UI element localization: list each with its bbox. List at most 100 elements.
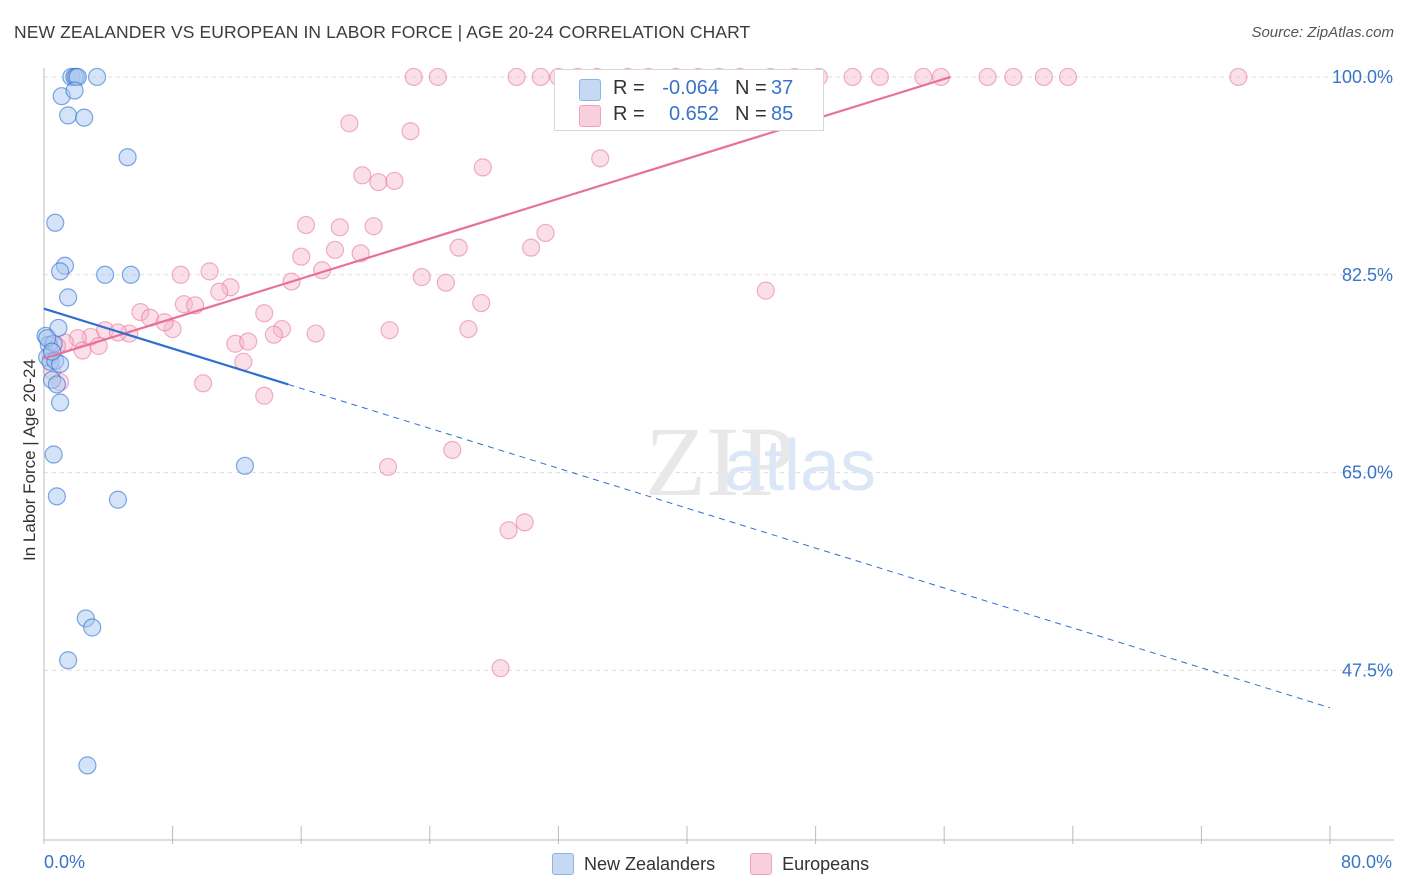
new-zealanders-point [59, 106, 78, 125]
europeans-point [515, 513, 534, 532]
europeans-point [296, 215, 316, 235]
europeans-point [756, 281, 775, 300]
new-zealanders-trend-extension [288, 383, 1331, 709]
europeans-point [843, 67, 862, 87]
blue-swatch [552, 853, 574, 875]
europeans-point [194, 374, 213, 393]
new-zealanders-point [44, 445, 63, 464]
new-zealanders-point [121, 265, 140, 284]
new-zealanders-point [50, 393, 70, 412]
europeans-point [200, 262, 219, 281]
y-tick-label: 65.0% [1342, 463, 1393, 483]
europeans-point [1034, 67, 1053, 87]
europeans-point [531, 67, 550, 87]
series-legend: New Zealanders Europeans [552, 851, 899, 877]
r-label: R = [613, 103, 645, 125]
new-zealanders-point [75, 108, 94, 127]
europeans-point [473, 158, 492, 177]
europeans-point [364, 217, 383, 236]
europeans-point [459, 319, 478, 339]
watermark-text-suffix: atlas [724, 426, 876, 506]
new-zealanders-point [108, 490, 128, 509]
new-zealanders-point [118, 148, 137, 167]
n-label: N = [735, 103, 767, 125]
europeans-point [292, 247, 311, 266]
europeans-point [330, 218, 349, 237]
europeans-point [428, 67, 447, 87]
europeans-point [340, 114, 359, 133]
europeans-point [325, 240, 345, 260]
europeans-point [255, 304, 274, 323]
europeans-point [210, 282, 229, 301]
europeans-point [1058, 67, 1078, 87]
x-tick-label-max: 80.0% [1340, 852, 1392, 872]
europeans-point [239, 332, 258, 351]
y-tick-label: 100.0% [1332, 67, 1393, 87]
pink-swatch [750, 853, 773, 875]
r-value: -0.064 [662, 77, 719, 99]
watermark-text: ZIP [645, 406, 795, 517]
n-value: 37 [771, 77, 794, 99]
legend-row-europeans: R = 0.652 N = 85 [555, 102, 823, 128]
y-tick-labels: 47.5% 65.0% 82.5% 100.0% [1332, 67, 1393, 680]
new-zealanders-point [47, 375, 66, 394]
grid-lines [44, 76, 1394, 671]
new-zealanders-point [78, 756, 97, 775]
europeans-point [264, 325, 283, 344]
source-label: Source: ZipAtlas.com [1251, 24, 1394, 41]
europeans-point [536, 223, 555, 243]
europeans-point [449, 238, 468, 257]
europeans-point [412, 267, 431, 287]
x-tick-label-min: 0.0% [44, 852, 86, 872]
europeans-point [369, 172, 388, 192]
legend-item-europeans[interactable]: Europeans [750, 851, 869, 877]
new-zealanders-point [46, 213, 65, 232]
europeans-point [378, 457, 398, 477]
legend-item-new-zealanders[interactable]: New Zealanders [552, 851, 715, 877]
europeans-point [870, 67, 890, 87]
europeans-point [436, 273, 455, 292]
europeans-point [353, 166, 372, 185]
europeans-point [491, 659, 510, 678]
legend-label: Europeans [782, 854, 870, 874]
trend-lines [43, 75, 1331, 709]
europeans-point [499, 521, 518, 540]
europeans-point [1004, 67, 1023, 87]
legend-label: New Zealanders [584, 854, 716, 874]
new-zealanders-point [87, 67, 107, 87]
data-points [36, 67, 1248, 775]
legend-row-new-zealanders: R = -0.064 N = 37 [555, 76, 823, 102]
europeans-point [171, 265, 190, 284]
new-zealanders-point [50, 262, 70, 281]
europeans-point [221, 278, 240, 297]
n-value: 85 [771, 103, 794, 125]
r-label: R = [613, 77, 645, 99]
europeans-point [306, 324, 325, 343]
r-value: 0.652 [668, 103, 719, 125]
y-tick-label: 82.5% [1342, 265, 1393, 285]
correlation-legend: R = -0.064 N = 37 R = 0.652 N = 85 [554, 69, 824, 131]
europeans-point [591, 149, 610, 168]
new-zealanders-point [47, 487, 66, 506]
new-zealanders-trend-line [43, 307, 289, 386]
chart-title: NEW ZEALANDER VS EUROPEAN IN LABOR FORCE… [14, 22, 751, 42]
new-zealanders-point [235, 456, 255, 475]
europeans-point [472, 293, 491, 313]
europeans-point [978, 67, 997, 87]
y-axis-label: In Labor Force | Age 20-24 [20, 359, 39, 561]
new-zealanders-point [59, 651, 78, 670]
pink-swatch [579, 105, 601, 127]
axes [43, 68, 1394, 844]
europeans-point [385, 171, 404, 191]
europeans-point [404, 67, 423, 87]
europeans-point [155, 313, 174, 332]
europeans-point [507, 67, 526, 87]
blue-swatch [579, 79, 601, 101]
europeans-point [443, 440, 462, 460]
europeans-point [351, 244, 370, 263]
europeans-point [131, 302, 150, 322]
europeans-point [255, 386, 274, 405]
new-zealanders-point [59, 288, 78, 307]
europeans-point [401, 122, 420, 141]
